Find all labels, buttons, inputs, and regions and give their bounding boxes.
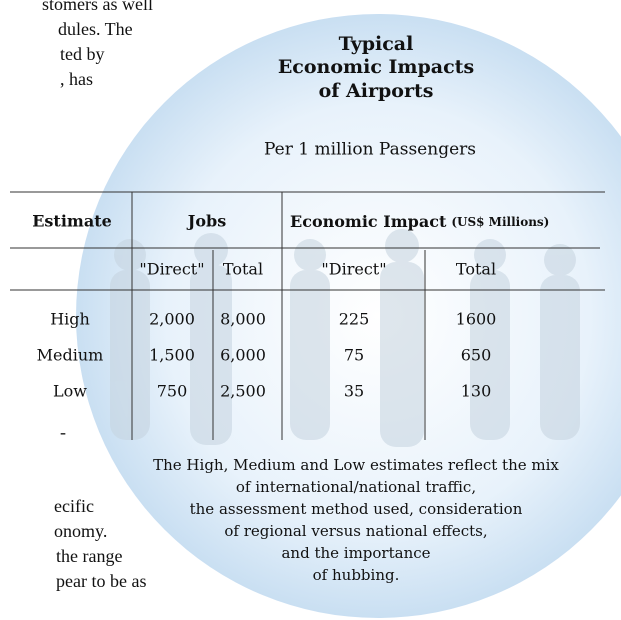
note: The High, Medium and Low estimates refle…	[153, 456, 559, 584]
cell: 2,500	[220, 382, 266, 401]
bg-text: -	[60, 422, 66, 442]
cell: 225	[339, 310, 370, 329]
col-header: Estimate	[32, 212, 112, 231]
circle-background	[76, 14, 621, 618]
cell: 2,000	[149, 310, 195, 329]
cell: 1600	[456, 310, 497, 329]
note-line: of hubbing.	[313, 566, 400, 584]
title-line: Economic Impacts	[278, 56, 474, 78]
sub-header: Total	[223, 260, 263, 279]
bg-text: ecific	[54, 496, 94, 516]
bg-text: onomy.	[54, 521, 107, 541]
cell: 1,500	[149, 346, 195, 365]
row-label: High	[50, 310, 90, 329]
note-line: of international/national traffic,	[236, 478, 476, 496]
sub-header: "Direct"	[321, 260, 386, 279]
title-line: of Airports	[319, 80, 434, 102]
note-line: and the importance	[281, 544, 430, 562]
cell: 35	[344, 382, 364, 401]
cell: 6,000	[220, 346, 266, 365]
title-line: Typical	[339, 33, 414, 55]
bg-text: ted by	[60, 44, 105, 64]
silhouettes	[110, 229, 580, 447]
col-header: Jobs	[186, 212, 226, 231]
sub-header: Total	[456, 260, 496, 279]
cell: 75	[344, 346, 364, 365]
col-header: Economic Impact (US$ Millions)	[290, 212, 549, 231]
sub-header: "Direct"	[139, 260, 204, 279]
note-line: of regional versus national effects,	[224, 522, 487, 540]
subtitle: Per 1 million Passengers	[264, 140, 476, 160]
cell: 650	[461, 346, 492, 365]
bg-text: stomers as well	[42, 0, 153, 14]
bg-text: the range	[56, 546, 122, 566]
cell: 8,000	[220, 310, 266, 329]
note-line: the assessment method used, consideratio…	[190, 500, 523, 518]
row-label: Medium	[37, 346, 104, 365]
table-body: "Direct" Total "Direct" Total High 2,000 8,000…	[37, 260, 497, 401]
cell: 130	[461, 382, 492, 401]
bg-text: dules. The	[58, 19, 133, 39]
col-header-text: Economic Impact	[290, 212, 447, 231]
cell: 750	[157, 382, 188, 401]
note-line: The High, Medium and Low estimates refle…	[153, 456, 559, 474]
bg-text: , has	[60, 69, 93, 89]
bg-text: pear to be as	[56, 571, 146, 591]
row-label: Low	[53, 382, 87, 401]
col-header-unit: (US$ Millions)	[451, 215, 549, 229]
